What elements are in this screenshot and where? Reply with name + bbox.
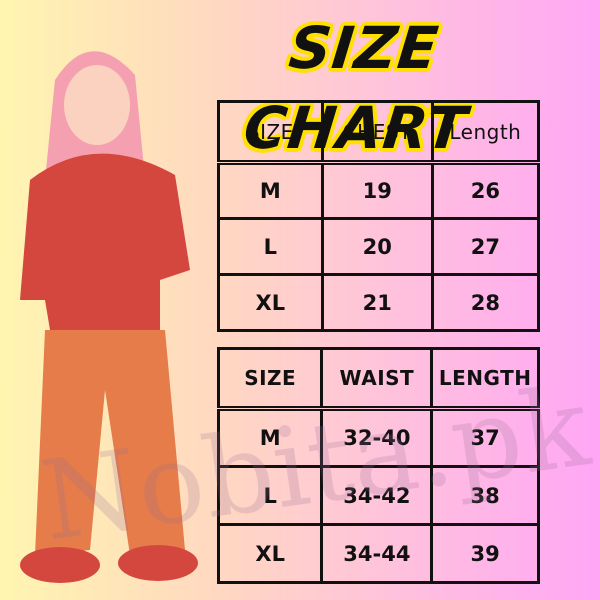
header-waist: WAIST (320, 347, 434, 411)
header-length: Length (430, 100, 541, 165)
cell-size: XL (217, 273, 324, 332)
chest-size-table: SIZE CHEST Length M 19 26 L 20 27 XL 21 28 (217, 100, 541, 332)
cell-length: 38 (430, 465, 540, 526)
cell-length: 28 (430, 273, 541, 332)
cell-chest: 19 (320, 161, 434, 220)
cell-size: M (216, 407, 324, 468)
header-size: SIZE (217, 100, 324, 165)
cell-waist: 32-40 (320, 407, 434, 468)
cell-waist: 34-42 (320, 465, 434, 526)
table-row: L 20 27 (217, 217, 541, 276)
cell-size: M (217, 161, 324, 220)
table-row: L 34-42 38 (216, 465, 540, 526)
table-header-row: SIZE WAIST LENGTH (216, 347, 540, 411)
cell-size: L (216, 465, 324, 526)
header-size: SIZE (216, 347, 324, 411)
cell-length: 26 (430, 161, 541, 220)
waist-size-table: SIZE WAIST LENGTH M 32-40 37 L 34-42 38 XL 34… (216, 347, 540, 584)
table-header-row: SIZE CHEST Length (217, 100, 541, 165)
table-row: XL 21 28 (217, 273, 541, 332)
cell-size: L (217, 217, 324, 276)
table-row: XL 34-44 39 (216, 523, 540, 584)
cell-length: 27 (430, 217, 541, 276)
table-row: M 32-40 37 (216, 407, 540, 468)
cell-length: 39 (430, 523, 540, 584)
cell-chest: 20 (320, 217, 434, 276)
cell-chest: 21 (320, 273, 434, 332)
table-row: M 19 26 (217, 161, 541, 220)
page-title: SIZE CHART (240, 14, 471, 162)
cell-waist: 34-44 (320, 523, 434, 584)
cell-size: XL (216, 523, 324, 584)
header-length: LENGTH (430, 347, 540, 411)
header-chest: CHEST (320, 100, 434, 165)
cell-length: 37 (430, 407, 540, 468)
girl-illustration (20, 51, 198, 583)
